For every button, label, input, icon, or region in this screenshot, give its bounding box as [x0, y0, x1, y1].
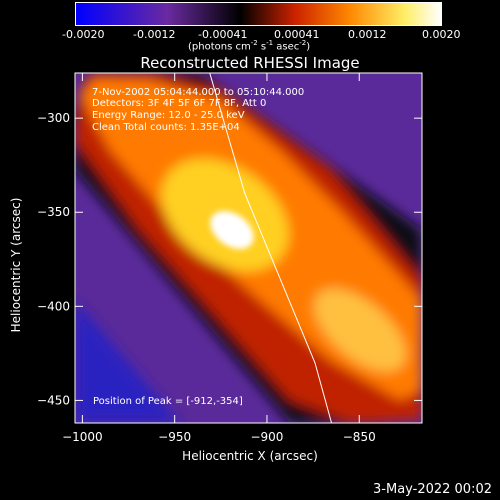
footer-date: 3-May-2022 00:02	[373, 482, 492, 497]
colorbar	[75, 2, 442, 26]
unit-part: asec	[273, 41, 300, 53]
colorbar-tick-label: -0.0012	[133, 28, 176, 41]
unit-exponent: -2	[299, 39, 307, 47]
y-axis: −450 −400 −350 −300	[37, 111, 422, 407]
colorbar-tick-label: -0.0020	[62, 28, 105, 41]
solar-limb-line	[209, 73, 333, 423]
annotation-detectors: Detectors: 3F 4F 5F 6F 7F 8F, Att 0	[92, 98, 267, 109]
annotation-energy-range: Energy Range: 12.0 - 25.0 keV	[92, 110, 245, 121]
colorbar-gradient	[76, 3, 441, 25]
unit-exponent: -2	[250, 39, 258, 47]
x-tick-label: −950	[158, 430, 191, 444]
plot-frame	[74, 72, 423, 424]
x-tick-label: −900	[250, 430, 283, 444]
colorbar-tick-label: 0.00041	[274, 28, 320, 41]
unit-part: s	[257, 41, 267, 53]
x-tick-label: −850	[343, 430, 376, 444]
x-tick-label: −1000	[62, 430, 103, 444]
colorbar-tick-label: 0.0012	[348, 28, 387, 41]
annotation-clean-counts: Clean Total counts: 1.35E+04	[92, 122, 240, 133]
y-tick-label: −450	[37, 393, 70, 407]
heatmap-blue-region	[75, 300, 180, 423]
x-axis: −1000 −950 −900 −850	[62, 73, 376, 444]
peak-position-label: Position of Peak = [-912,-354]	[93, 396, 243, 407]
unit-part: )	[306, 41, 311, 53]
colorbar-tick-label: -0.00041	[198, 28, 248, 41]
chart-title: Reconstructed RHESSI Image	[140, 54, 360, 72]
colorbar-unit-label: (photons cm-2 s-1 asec-2)	[188, 39, 310, 52]
colorbar-tick-label: 0.0020	[422, 28, 461, 41]
y-tick-label: −300	[37, 111, 70, 125]
y-axis-label: Heliocentric Y (arcsec)	[9, 197, 23, 333]
y-tick-label: −350	[37, 205, 70, 219]
unit-exponent: -1	[266, 39, 274, 47]
unit-part: (photons cm	[188, 41, 251, 53]
heatmap-yellow-tail	[314, 288, 406, 372]
y-tick-label: −400	[37, 299, 70, 313]
heatmap-peak	[210, 210, 254, 250]
x-axis-label: Heliocentric X (arcsec)	[182, 449, 318, 463]
annotation-time-range: 7-Nov-2002 05:04:44.000 to 05:10:44.000	[92, 87, 305, 98]
